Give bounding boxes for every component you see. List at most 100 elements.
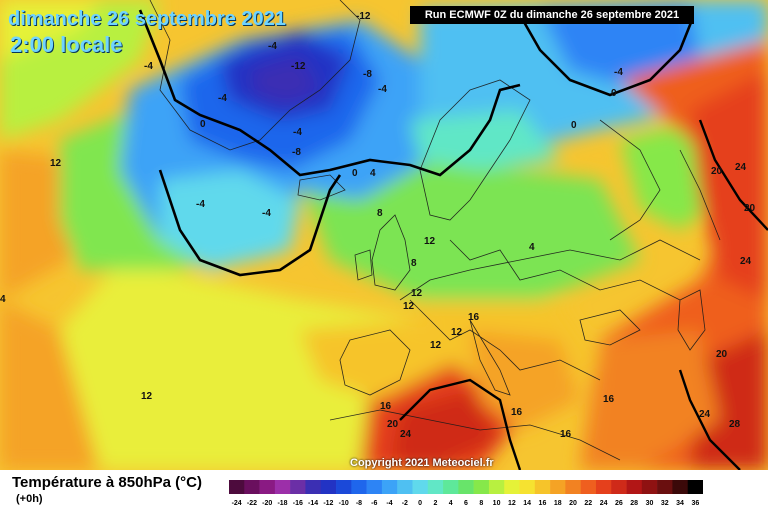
contour-label: -4 <box>378 84 387 95</box>
legend-swatch <box>657 480 673 494</box>
contour-label: 8 <box>411 258 417 269</box>
run-info-banner: Run ECMWF 0Z du dimanche 26 septembre 20… <box>410 6 694 24</box>
contour-label: 16 <box>380 401 392 412</box>
legend-tick-label: 12 <box>508 500 516 507</box>
contour-label: 0 <box>200 119 206 130</box>
isotherm-twenty <box>399 119 768 470</box>
legend-tick-label: 22 <box>584 500 592 507</box>
legend-swatch <box>366 480 383 494</box>
legend-tick-label: -24 <box>232 500 242 507</box>
contour-labels: -12 -4 -12 -8 -4 -4 -4 -8 0 -4 -4 -4 0 4… <box>0 11 756 440</box>
legend-tick-label: 0 <box>418 500 422 507</box>
legend-swatch <box>580 480 597 494</box>
contour-label: 12 <box>141 391 153 402</box>
legend-swatch <box>397 480 413 494</box>
legend-tick-label: 2 <box>433 500 437 507</box>
contour-label: 20 <box>387 419 399 430</box>
contour-label: -4 <box>144 61 153 72</box>
contour-label: 0 <box>611 88 617 99</box>
legend-swatch <box>565 480 581 494</box>
legend-swatch <box>336 480 352 494</box>
contour-label: 16 <box>468 312 480 323</box>
contour-label: 16 <box>603 394 615 405</box>
contour-label: 24 <box>740 256 752 267</box>
legend-swatch <box>412 480 429 494</box>
contour-label: 12 <box>411 288 423 299</box>
contour-label: 8 <box>377 208 383 219</box>
contour-label: 4 <box>0 294 6 305</box>
contour-label: 20 <box>744 203 756 214</box>
legend-tick-label: 32 <box>661 500 669 507</box>
legend-swatch <box>534 480 551 494</box>
legend-swatch <box>611 480 627 494</box>
legend-tick-label: -10 <box>339 500 349 507</box>
legend-tick-label: -6 <box>371 500 377 507</box>
legend-swatch <box>595 480 612 494</box>
legend-tick-label: 20 <box>569 500 577 507</box>
legend-tick-label: -14 <box>308 500 318 507</box>
legend-swatch <box>381 480 398 494</box>
contour-label: 20 <box>711 166 723 177</box>
legend-swatch <box>259 480 276 494</box>
contour-label: 0 <box>571 120 577 131</box>
contour-label: 28 <box>729 419 741 430</box>
contour-label: -4 <box>268 41 277 52</box>
contour-label: -4 <box>614 67 623 78</box>
legend-swatch <box>626 480 643 494</box>
copyright-notice: Copyright 2021 Meteociel.fr <box>350 457 494 469</box>
contour-label: 12 <box>451 327 463 338</box>
temperature-850hpa-map: -12 -4 -12 -8 -4 -4 -4 -8 0 -4 -4 -4 0 4… <box>0 0 768 470</box>
legend-swatch <box>290 480 306 494</box>
contour-label: 24 <box>400 429 412 440</box>
legend-tick-label: 24 <box>600 500 608 507</box>
legend-tick-label: 26 <box>615 500 623 507</box>
color-scale-legend: -24 -22 -20 -18 -16 -14 -12 -10 -8 -6 -4 -2 0 2 4 6 8 10 1… <box>229 480 703 507</box>
legend-tick-label: -20 <box>262 500 272 507</box>
contour-label: 12 <box>424 236 436 247</box>
contour-label: -4 <box>218 93 227 104</box>
forecast-local-time: 2:00 locale <box>10 32 123 57</box>
lead-time-label: (+0h) <box>16 493 43 505</box>
legend-tick-label: 30 <box>646 500 654 507</box>
contour-label: 20 <box>716 349 728 360</box>
legend-tick-label: 14 <box>523 500 531 507</box>
legend-tick-label: 6 <box>464 500 468 507</box>
legend-tick-label: -22 <box>247 500 257 507</box>
legend-tick-label: 4 <box>449 500 453 507</box>
legend-swatch <box>473 480 490 494</box>
legend-swatch <box>504 480 520 494</box>
legend-tick-label: 28 <box>630 500 638 507</box>
legend-tick-label: 10 <box>493 500 501 507</box>
legend-swatch <box>443 480 459 494</box>
contour-label: 12 <box>50 158 62 169</box>
legend-tick-label: -8 <box>356 500 362 507</box>
legend-swatch <box>305 480 322 494</box>
legend-tick-label: -18 <box>277 500 287 507</box>
legend-swatch <box>488 480 505 494</box>
legend-tick-label: 16 <box>539 500 547 507</box>
legend-swatch <box>229 480 245 494</box>
contour-label: 16 <box>560 429 572 440</box>
coastlines <box>149 0 721 461</box>
contour-label: 12 <box>430 340 442 351</box>
legend-tick-label: -2 <box>402 500 408 507</box>
contour-label: 4 <box>370 168 376 179</box>
contour-label: -8 <box>292 147 301 158</box>
legend-swatch <box>427 480 444 494</box>
legend-swatch <box>550 480 566 494</box>
isotherm-zero <box>138 9 694 277</box>
contour-label: 24 <box>699 409 711 420</box>
contour-label: 4 <box>529 242 535 253</box>
variable-title: Température à 850hPa (°C) <box>12 474 202 491</box>
contour-label: -4 <box>293 127 302 138</box>
forecast-date: dimanche 26 septembre 2021 <box>8 8 286 30</box>
legend-swatch <box>641 480 658 494</box>
legend-swatch <box>244 480 260 494</box>
legend-swatch <box>672 480 689 494</box>
legend-tick-label: 8 <box>479 500 483 507</box>
contour-label: -12 <box>356 11 371 22</box>
legend-tick-label: 18 <box>554 500 562 507</box>
contour-label: -12 <box>291 61 306 72</box>
contour-label: -8 <box>363 69 372 80</box>
